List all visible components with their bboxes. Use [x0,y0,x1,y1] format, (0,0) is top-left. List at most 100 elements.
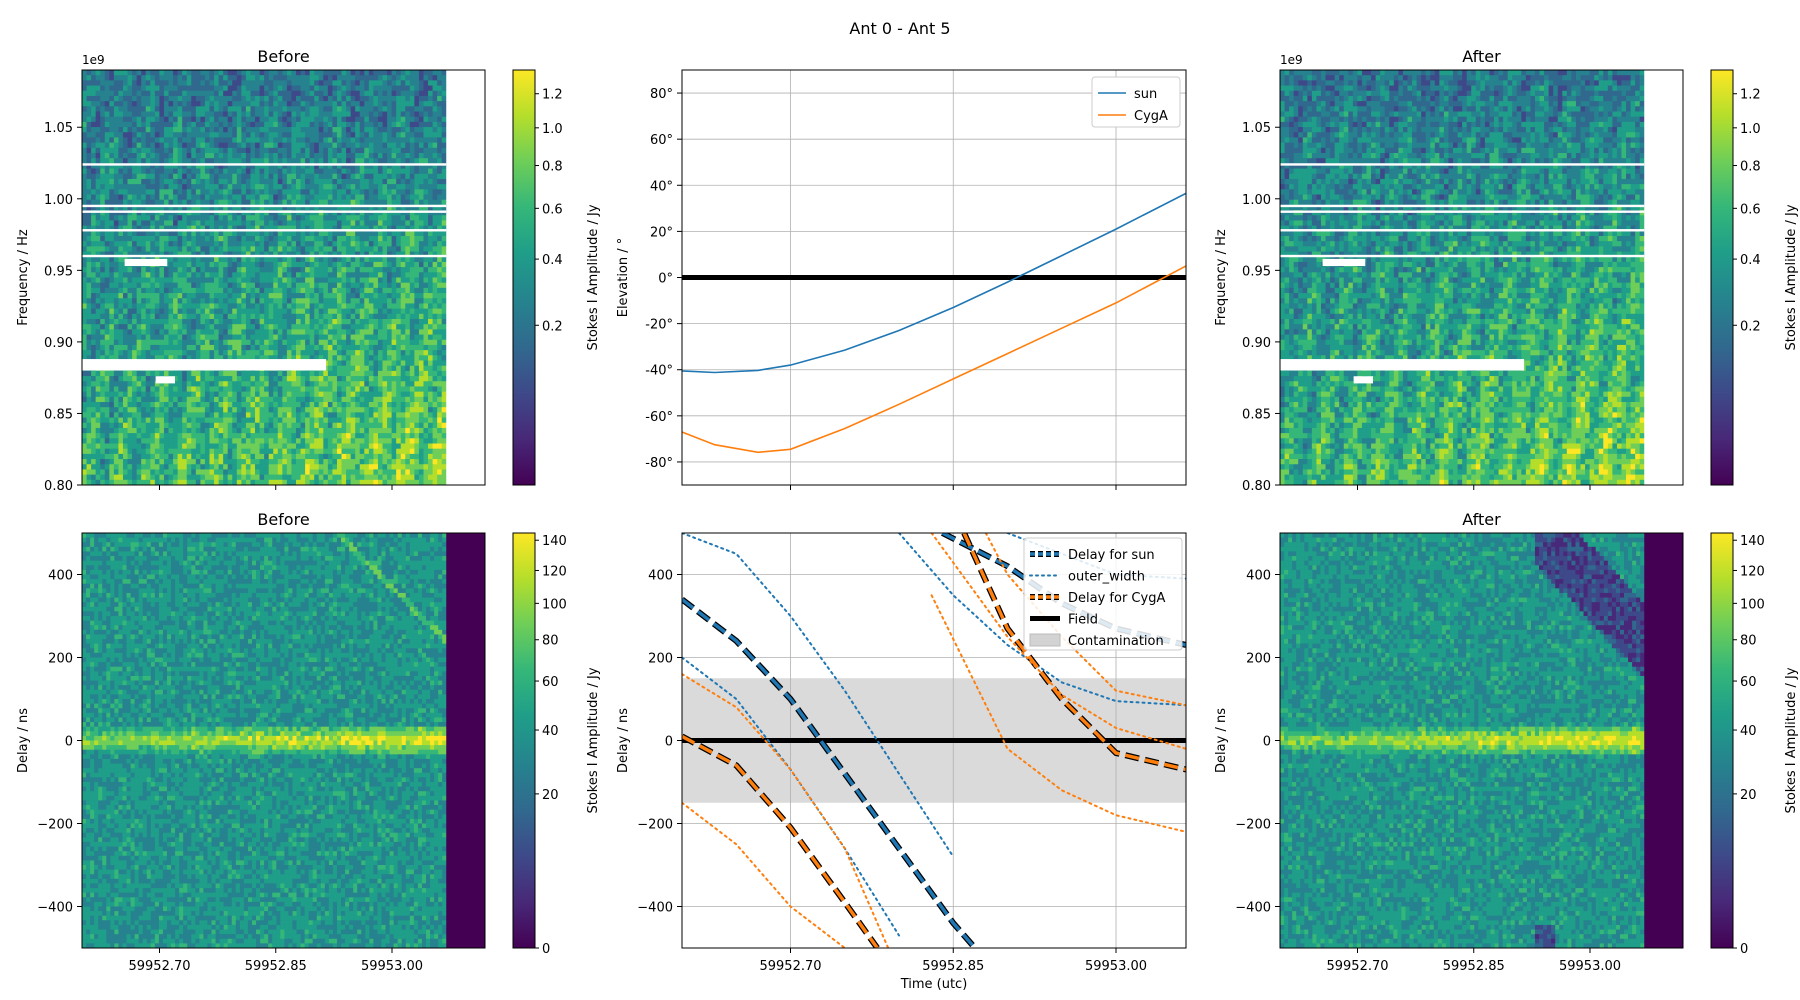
heatmap-cell [245,339,251,346]
heatmap-cell [391,132,397,138]
heatmap-cell [109,70,115,76]
heatmap-cell [200,199,206,206]
heatmap-cell [186,329,192,336]
heatmap-cell [122,95,129,102]
heatmap-cell [382,282,388,289]
heatmap-cell [250,298,256,304]
heatmap-cell [113,293,119,299]
heatmap-cell [223,298,229,304]
heatmap-cell [241,298,247,304]
heatmap-cell [200,236,206,242]
heatmap-cell [332,225,338,232]
heatmap-cell [414,246,420,253]
heatmap-cell [241,220,247,227]
heatmap-cell [118,277,124,284]
heatmap-cell [418,173,424,180]
heatmap-cell [428,121,434,128]
heatmap-cell [132,199,138,206]
heatmap-cell [377,137,383,144]
heatmap-cell [227,121,233,128]
heatmap-cell [264,256,270,263]
heatmap-cell [323,267,329,273]
heatmap-cell [127,272,133,278]
heatmap-cell [141,251,147,258]
heatmap-cell [227,127,233,133]
heatmap-cell [132,355,138,361]
heatmap-cell [305,90,311,97]
heatmap-cell [305,308,311,315]
heatmap-cell [382,339,388,346]
heatmap-cell [250,184,256,190]
heatmap-cell [200,381,206,387]
heatmap-cell [182,308,188,315]
heatmap-cell [109,111,115,118]
heatmap-cell [368,199,374,206]
heatmap-cell [341,75,347,81]
heatmap-cell [223,111,229,118]
heatmap-cell [336,251,343,258]
heatmap-cell [127,85,133,92]
heatmap-cell [368,334,374,341]
heatmap-cell [382,137,388,144]
heatmap-cell [418,95,424,102]
heatmap-cell [214,293,220,299]
heatmap-cell [100,376,106,382]
heatmap-cell [132,75,138,81]
heatmap-cell [350,70,356,76]
heatmap-cell [300,116,306,123]
heatmap-cell [291,355,297,361]
heatmap-cell [154,251,160,258]
heatmap-cell [95,70,101,76]
heatmap-cell [204,127,210,133]
heatmap-cell [387,85,393,92]
heatmap-cell [154,391,160,398]
heatmap-cell [122,220,129,227]
heatmap-cell [346,308,352,315]
heatmap-cell [309,370,315,377]
heatmap-cell [291,111,297,118]
heatmap-cell [182,355,188,361]
heatmap-cell [414,199,420,206]
heatmap-cell [341,339,347,346]
heatmap-cell [391,298,397,304]
heatmap-cell [400,168,406,175]
heatmap-cell [223,220,229,227]
heatmap-cell [150,116,156,123]
heatmap-cell [223,319,229,325]
heatmap-cell [109,344,115,351]
heatmap-cell [118,85,124,92]
heatmap-cell [159,303,165,310]
heatmap-cell [232,293,238,299]
heatmap-cell [173,381,179,387]
heatmap-cell [277,355,283,361]
heatmap-cell [368,132,374,138]
heatmap-cell [100,85,106,92]
heatmap-cell [245,277,251,284]
heatmap-cell [336,85,343,92]
heatmap-cell [245,158,251,164]
heatmap-cell [214,147,220,154]
heatmap-cell [236,163,242,170]
heatmap-cell [341,277,347,284]
heatmap-cell [214,111,220,118]
heatmap-cell [195,298,201,304]
heatmap-cell [437,75,443,81]
heatmap-cell [150,127,156,133]
heatmap-cell [191,132,197,138]
heatmap-cell [318,355,324,361]
heatmap-cell [368,386,374,393]
heatmap-cell [291,241,297,247]
heatmap-cell [186,355,192,361]
heatmap-cell [323,127,329,133]
heatmap-cell [305,106,311,112]
heatmap-cell [264,287,270,294]
heatmap-cell [214,194,220,201]
heatmap-cell [250,101,256,107]
heatmap-cell [305,147,311,154]
heatmap-cell [423,158,429,164]
heatmap-cell [382,204,388,211]
heatmap-cell [382,147,388,154]
heatmap-cell [173,267,179,273]
heatmap-cell [286,121,292,128]
heatmap-cell [82,173,88,180]
